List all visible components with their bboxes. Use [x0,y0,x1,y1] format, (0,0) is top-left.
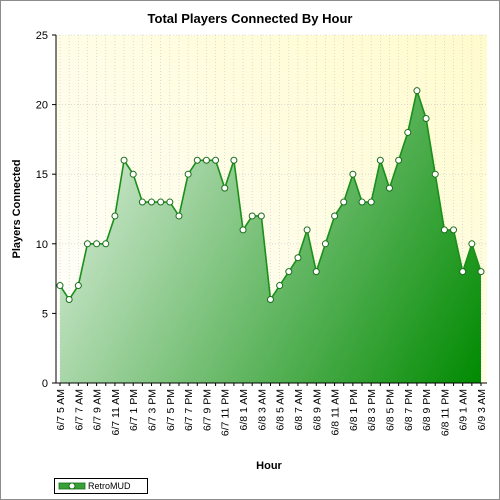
data-point [166,198,174,206]
data-point [257,212,265,220]
x-tick-label: 6/7 7 AM [73,389,85,430]
data-point [395,156,403,164]
data-point [267,295,274,303]
x-tick-label: 6/8 5 AM [275,389,287,430]
data-point [157,198,165,206]
x-tick-label: 6/9 3 AM [476,389,488,430]
x-tick-label: 6/7 11 AM [110,389,122,436]
data-point [477,268,485,276]
data-point [239,226,247,234]
data-point [248,212,256,220]
data-point [321,240,329,248]
data-point [376,156,384,164]
legend: RetroMUD [54,478,148,494]
x-tick-label: 6/7 7 PM [183,389,195,431]
x-tick-label: 6/8 1 PM [348,389,360,431]
data-point [413,87,421,95]
y-axis-label: Players Connected [11,159,23,258]
data-point [285,268,293,276]
data-point [184,170,192,178]
x-axis-label: Hour [256,460,282,472]
data-point [230,156,238,164]
x-tick-label: 6/8 3 AM [256,389,268,430]
data-point [212,156,220,164]
x-tick-label: 6/8 1 AM [238,389,250,430]
y-tick-label: 20 [36,100,48,112]
chart-title: Total Players Connected By Hour [148,11,353,26]
data-point [331,212,339,220]
x-tick-label: 6/9 1 AM [458,389,470,430]
data-point [102,240,110,248]
data-point [120,156,128,164]
data-point [385,184,393,192]
x-tick-label: 6/8 9 PM [421,389,433,431]
data-point [312,268,320,276]
data-point [221,184,229,192]
y-ticks: 0 5 10 15 20 25 [36,30,56,390]
x-tick-label: 6/8 11 AM [330,389,342,436]
data-point [367,198,375,206]
y-tick-label: 5 [42,308,48,320]
data-point [111,212,119,220]
data-point [404,128,412,136]
data-point [440,226,448,234]
data-point [340,198,348,206]
series-area [60,90,481,384]
x-tick-label: 6/7 11 PM [220,389,232,436]
data-point [276,282,284,290]
legend-label: RetroMUD [88,481,131,491]
data-point [450,226,458,234]
x-tick-label: 6/7 5 PM [165,389,177,431]
y-tick-label: 10 [36,239,48,251]
data-point [431,170,439,178]
x-tick-label: 6/7 1 PM [128,389,140,431]
y-tick-label: 0 [42,378,48,390]
data-point [93,240,101,248]
data-point [56,282,64,290]
x-tick-label: 6/8 9 AM [311,389,323,430]
data-point [468,240,476,248]
x-tick-label: 6/8 7 PM [403,389,415,431]
data-point [422,115,430,123]
data-point [349,170,357,178]
data-point [202,156,210,164]
x-tick-label: 6/7 9 AM [92,389,104,430]
data-point [303,226,311,234]
data-point [175,212,183,220]
legend-swatch-icon [58,482,86,490]
data-point [129,170,137,178]
data-point [65,295,73,303]
y-tick-label: 25 [36,30,48,42]
y-tick-label: 15 [36,169,48,181]
x-tick-label: 6/8 3 PM [366,389,378,431]
x-tick-label: 6/8 11 PM [439,389,451,436]
x-tick-label: 6/7 9 PM [201,389,213,431]
data-points [56,87,485,303]
data-point [193,156,201,164]
data-point [83,240,91,248]
x-tick-label: 6/7 3 PM [147,389,159,431]
x-ticks: 6/7 5 AM 6/7 7 AM 6/7 9 AM 6/7 11 AM 6/7 1 P… [55,383,488,436]
area-fill [60,90,481,384]
data-point [138,198,146,206]
x-tick-label: 6/8 7 AM [293,389,305,430]
x-tick-label: 6/8 5 PM [384,389,396,431]
data-point [358,198,366,206]
data-point [294,254,302,262]
data-point [74,282,82,290]
data-point [459,268,467,276]
x-tick-label: 6/7 5 AM [55,389,67,430]
data-point [148,198,156,206]
